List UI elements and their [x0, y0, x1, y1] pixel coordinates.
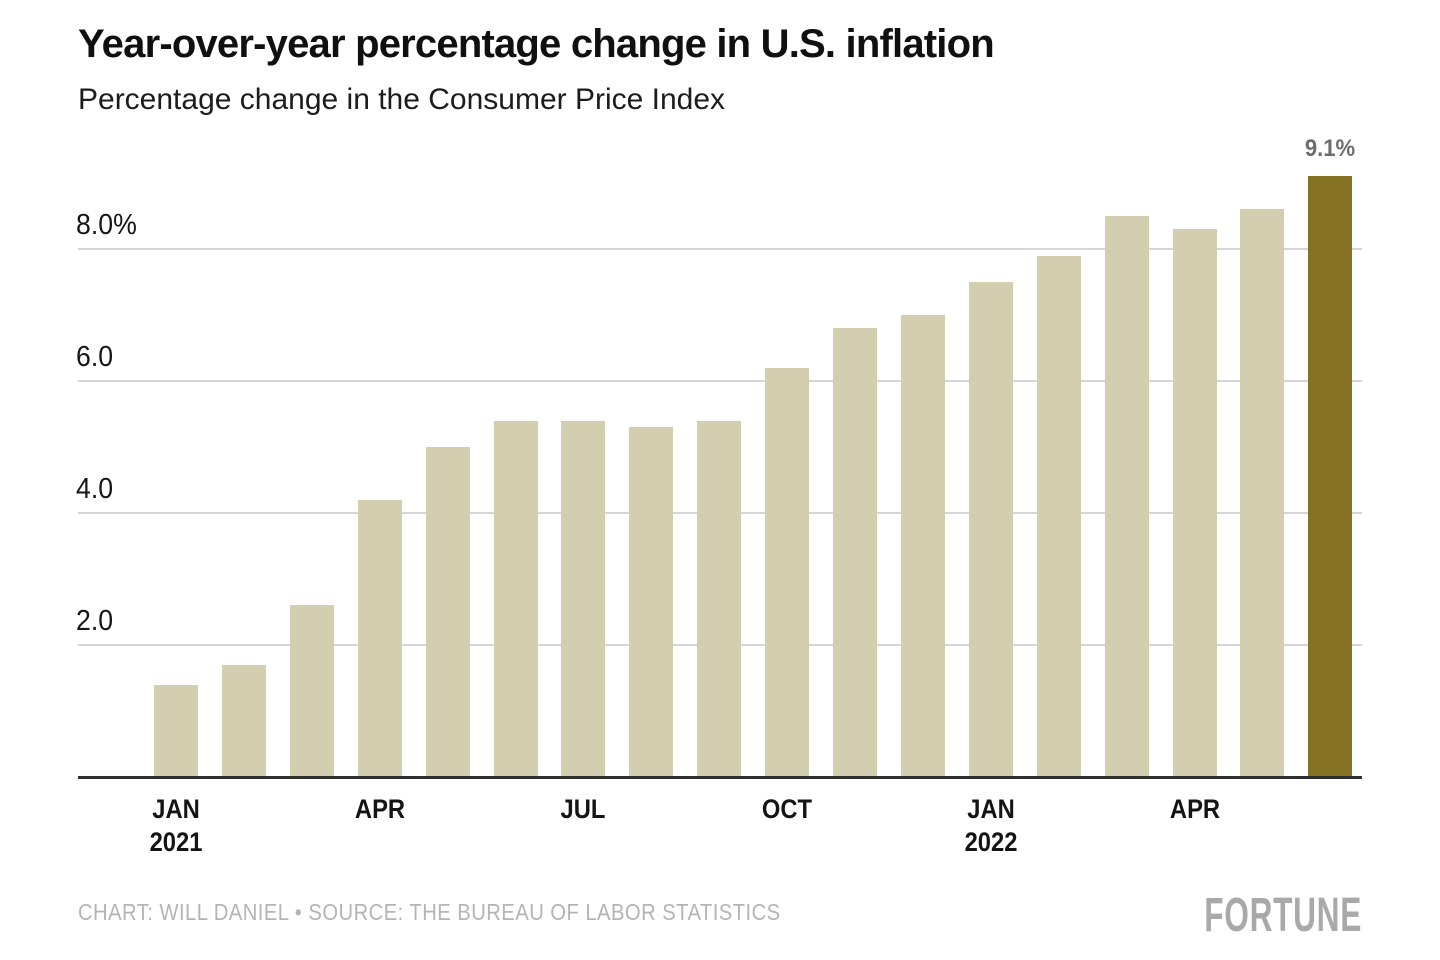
x-axis-label: OCT	[762, 793, 812, 826]
x-axis-line	[78, 776, 1362, 779]
bar	[968, 282, 1013, 777]
bar	[1308, 176, 1353, 777]
x-axis-label-month: APR	[354, 794, 405, 824]
bar	[221, 664, 266, 777]
bar	[629, 427, 674, 777]
fortune-logo: FORTUNE	[1204, 889, 1362, 942]
x-axis-label: APR	[355, 793, 405, 826]
x-axis-label-month: JAN	[967, 794, 1015, 824]
x-axis-label-year: 2022	[964, 827, 1018, 857]
chart-plot-area: 2.0 4.0 6.0 8.0% 9.1%	[76, 135, 1362, 777]
bar	[289, 605, 334, 777]
chart-attribution: CHART: WILL DANIEL • SOURCE: THE BUREAU …	[78, 899, 781, 925]
x-axis-label: JAN 2022	[964, 793, 1017, 859]
y-axis-label: 8.0%	[76, 209, 137, 241]
x-axis-label-month: APR	[1169, 794, 1220, 824]
bar	[1104, 216, 1149, 777]
bar	[357, 499, 402, 777]
x-axis-label-month: JAN	[152, 794, 200, 824]
y-axis-label: 2.0	[76, 605, 114, 637]
bar	[833, 328, 877, 777]
chart-x-axis-labels: JAN 2021 APR JUL OCT JAN 2022 APR	[78, 793, 1362, 873]
page-title: Year-over-year percentage change in U.S.…	[78, 22, 995, 66]
bar	[900, 315, 945, 777]
gridline	[78, 248, 1362, 250]
bar	[561, 420, 606, 777]
bar	[425, 447, 470, 777]
bar	[154, 684, 198, 777]
y-axis-label: 6.0	[76, 341, 114, 373]
page-subtitle: Percentage change in the Consumer Price …	[78, 83, 726, 116]
x-axis-label-month: OCT	[762, 794, 813, 824]
bar	[1172, 229, 1217, 777]
bar	[697, 420, 742, 777]
bar	[493, 420, 538, 777]
bar	[1036, 255, 1081, 777]
x-axis-label-month: JUL	[560, 794, 606, 824]
gridline	[78, 380, 1362, 382]
x-axis-label: JAN 2021	[150, 793, 203, 859]
bar	[1240, 209, 1285, 777]
x-axis-label: JUL	[561, 793, 606, 826]
bar-value-annotation: 9.1%	[1305, 135, 1356, 163]
y-axis-label: 4.0	[76, 473, 114, 505]
x-axis-label: APR	[1169, 793, 1219, 826]
x-axis-label-year: 2021	[149, 827, 203, 857]
bar	[765, 367, 810, 777]
